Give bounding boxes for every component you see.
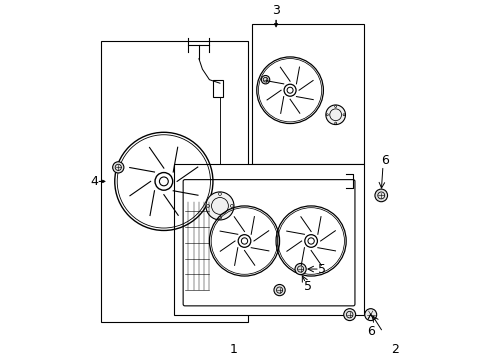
Circle shape <box>206 204 209 207</box>
Circle shape <box>325 114 327 116</box>
Text: 4: 4 <box>90 175 98 188</box>
Text: 1: 1 <box>229 343 238 356</box>
Circle shape <box>112 162 123 173</box>
Circle shape <box>241 238 247 244</box>
Circle shape <box>364 309 376 321</box>
Circle shape <box>342 114 344 116</box>
Circle shape <box>159 177 168 186</box>
Circle shape <box>230 204 233 207</box>
Bar <box>101 41 247 321</box>
Circle shape <box>343 309 355 321</box>
FancyArrow shape <box>99 180 105 183</box>
Text: 5: 5 <box>304 280 311 293</box>
Circle shape <box>261 76 269 84</box>
Circle shape <box>374 189 387 202</box>
Bar <box>174 164 363 315</box>
Bar <box>251 24 363 164</box>
Bar <box>212 80 223 97</box>
Text: 5: 5 <box>318 262 325 275</box>
Text: 2: 2 <box>390 343 398 356</box>
Text: 6: 6 <box>381 154 388 167</box>
Circle shape <box>205 192 233 220</box>
Circle shape <box>334 122 336 124</box>
Circle shape <box>325 105 345 125</box>
Circle shape <box>307 238 314 244</box>
Circle shape <box>218 216 221 219</box>
Circle shape <box>334 105 336 107</box>
Circle shape <box>286 87 292 93</box>
Text: 6: 6 <box>366 325 374 338</box>
Circle shape <box>218 193 221 195</box>
Circle shape <box>273 284 285 296</box>
FancyArrow shape <box>274 20 277 27</box>
Text: 3: 3 <box>271 4 280 17</box>
Circle shape <box>294 264 305 275</box>
